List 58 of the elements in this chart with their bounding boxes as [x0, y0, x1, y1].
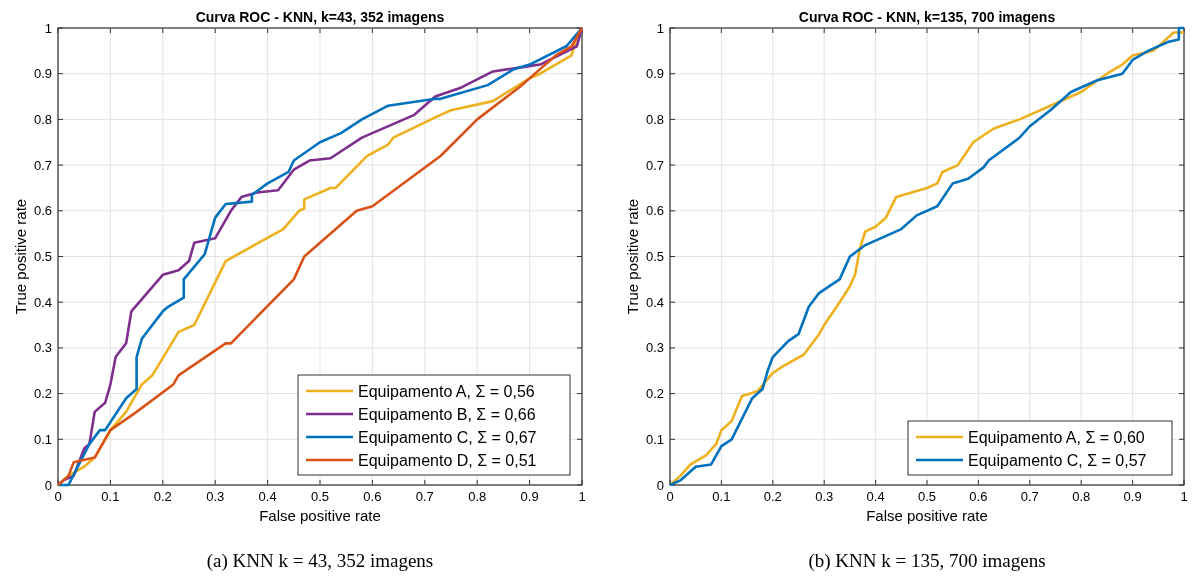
legend-label: Equipamento B, Σ = 0,66 — [358, 406, 536, 423]
x-tick-label: 0.9 — [520, 489, 539, 504]
y-axis-title: True positive rate — [624, 198, 641, 315]
x-tick-label: 0.8 — [468, 489, 487, 504]
x-axis-title: False positive rate — [866, 507, 988, 524]
x-tick-label: 0.8 — [1072, 489, 1091, 504]
x-tick-label: 0.6 — [969, 489, 988, 504]
y-tick-label: 0.6 — [33, 203, 52, 219]
legend-label: Equipamento C, Σ = 0,67 — [358, 429, 537, 446]
y-tick-label: 0.5 — [33, 249, 52, 264]
y-tick-label: 0.8 — [645, 111, 664, 127]
x-tick-label: 0.7 — [1020, 489, 1039, 504]
y-tick-label: 0.6 — [645, 203, 664, 219]
x-tick-label: 0.2 — [763, 489, 782, 504]
x-axis-title: False positive rate — [259, 507, 381, 524]
y-tick-label: 0.5 — [645, 249, 664, 264]
legend-label: Equipamento D, Σ = 0,51 — [358, 452, 537, 469]
y-tick-label: 0.7 — [645, 157, 664, 173]
text: (b) KNN k = 135, 700 imagens — [808, 550, 1046, 572]
y-tick-label: 0 — [44, 477, 52, 493]
y-tick-label: 0.4 — [645, 294, 664, 310]
y-tick-label: 0.9 — [33, 66, 52, 82]
x-tick-label: 0.5 — [917, 489, 937, 504]
x-tick-label: 0.1 — [101, 489, 120, 504]
x-tick-label: 0.3 — [815, 489, 834, 504]
y-tick-label: 0.7 — [33, 157, 52, 173]
y-tick-label: 0.4 — [33, 294, 52, 310]
y-tick-label: 0 — [656, 477, 664, 493]
x-tick-label: 0.2 — [153, 489, 172, 504]
y-tick-label: 0.2 — [33, 386, 52, 402]
y-tick-label: 0.2 — [645, 386, 664, 402]
legend-label: Equipamento A, Σ = 0,60 — [968, 429, 1145, 446]
y-axis-title: True positive rate — [12, 198, 29, 315]
y-tick-label: 1 — [656, 20, 664, 36]
x-tick-label: 0.9 — [1123, 489, 1142, 504]
y-tick-label: 1 — [44, 20, 52, 36]
y-tick-label: 0.1 — [645, 431, 664, 447]
x-tick-label: 0.4 — [866, 489, 885, 504]
y-tick-label: 0.9 — [645, 66, 664, 82]
x-tick-label: 1 — [1180, 489, 1188, 504]
y-tick-label: 0.8 — [33, 111, 52, 127]
x-tick-label: 0 — [666, 489, 674, 504]
x-tick-label: 0 — [54, 489, 62, 504]
y-tick-label: 0.3 — [33, 340, 52, 356]
y-tick-label: 0.1 — [33, 431, 52, 447]
x-tick-label: 0.5 — [310, 489, 330, 504]
x-tick-label: 0.7 — [415, 489, 434, 504]
legend-label: Equipamento A, Σ = 0,56 — [358, 383, 535, 400]
legend-label: Equipamento C, Σ = 0,57 — [968, 452, 1147, 469]
chart-title: Curva ROC - KNN, k=43, 352 imagens — [195, 9, 445, 25]
x-tick-label: 0.4 — [258, 489, 277, 504]
text: (a) KNN k = 43, 352 imagens — [206, 550, 434, 572]
y-tick-label: 0.3 — [645, 340, 664, 356]
x-tick-label: 1 — [578, 489, 586, 504]
x-tick-label: 0.6 — [363, 489, 382, 504]
x-tick-label: 0.3 — [206, 489, 225, 504]
x-tick-label: 0.1 — [712, 489, 731, 504]
chart-title: Curva ROC - KNN, k=135, 700 imagens — [798, 9, 1056, 25]
